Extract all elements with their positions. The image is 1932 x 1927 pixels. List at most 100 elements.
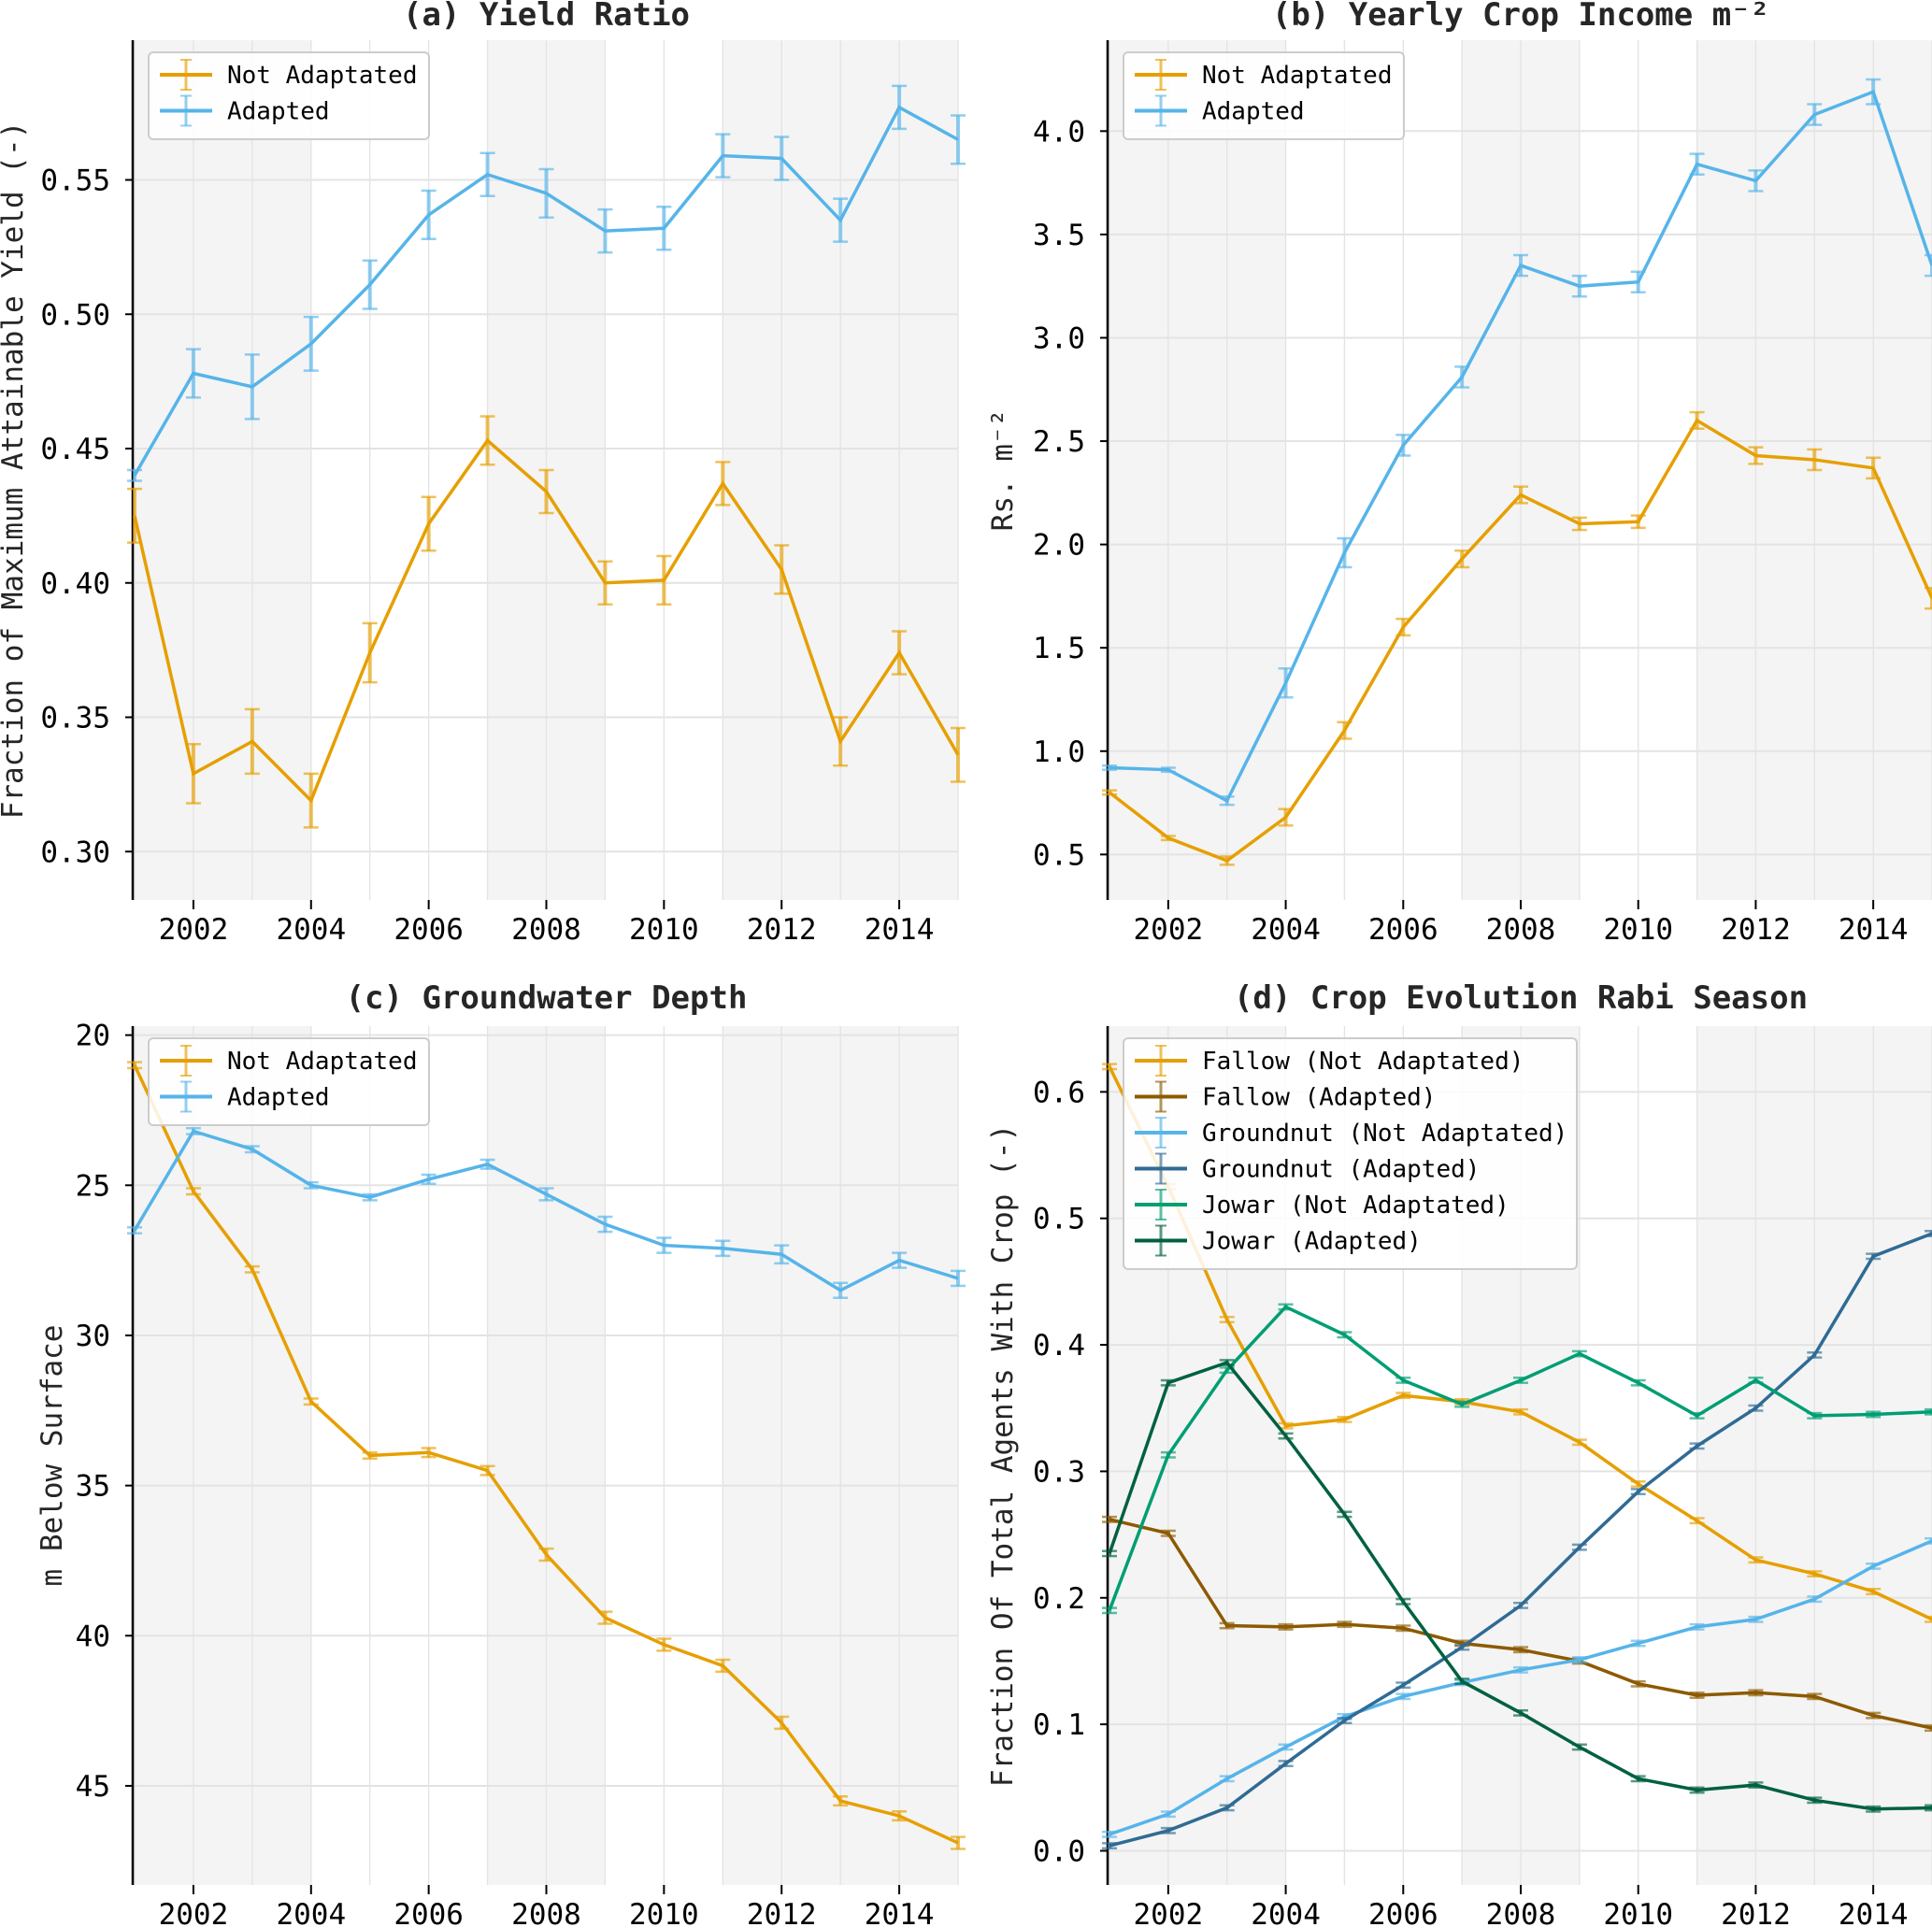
chart-title: (a) Yield Ratio — [403, 0, 690, 34]
series-adapted — [127, 1127, 966, 1300]
y-tick-label: 45 — [76, 1770, 110, 1804]
x-tick-label: 2010 — [629, 913, 699, 947]
legend-item: Not Adaptated — [1135, 59, 1393, 91]
y-tick-label: 4.0 — [1033, 115, 1085, 149]
series-groundnut-not-adaptated — [1102, 1536, 1932, 1838]
series-fallow-adapted — [1102, 1515, 1932, 1733]
x-tick-label: 2014 — [1839, 913, 1909, 947]
series-adapted — [127, 84, 966, 482]
legend-label: Groundnut (Not Adaptated) — [1202, 1120, 1567, 1148]
y-tick-label: 0.5 — [1033, 838, 1085, 872]
shaded-period — [135, 40, 311, 900]
series-adapted — [1102, 78, 1932, 806]
y-tick-label: 0.4 — [1033, 1329, 1085, 1363]
legend-label: Adapted — [1202, 98, 1305, 126]
x-tick-label: 2012 — [747, 913, 817, 947]
legend-item: Not Adaptated — [160, 59, 418, 91]
legend-item: Not Adaptated — [160, 1045, 418, 1077]
legend-label: Adapted — [227, 1084, 330, 1112]
legend-item: Groundnut (Adapted) — [1135, 1152, 1480, 1185]
legend-item: Fallow (Not Adaptated) — [1135, 1045, 1524, 1077]
legend-frame — [1123, 1037, 1578, 1270]
series-jowar-adapted — [1102, 1359, 1932, 1813]
chart-title: (c) Groundwater Depth — [346, 979, 748, 1017]
y-tick-label: 40 — [76, 1620, 110, 1653]
x-tick-label: 2014 — [865, 913, 935, 947]
series-not-adaptated — [1102, 410, 1932, 866]
panel-c: (c) Groundwater Depth m Below Surface 20 25… — [36, 979, 966, 1927]
y-tick-label: 25 — [76, 1169, 110, 1203]
legend-item: Jowar (Not Adaptated) — [1135, 1189, 1510, 1220]
legend-label: Not Adaptated — [227, 62, 418, 90]
y-tick-label: 0.55 — [40, 164, 110, 198]
x-tick-label: 2008 — [1486, 913, 1556, 947]
panel-a: (a) Yield Ratio Fraction of Maximum Attai… — [0, 0, 966, 947]
y-tick-label: 30 — [76, 1320, 110, 1353]
legend: Not Adaptated Adapted — [148, 51, 430, 140]
y-axis-label: Fraction Of Total Agents With Crop (-) — [986, 1124, 1020, 1787]
x-tick-label: 2008 — [511, 913, 581, 947]
y-tick-label: 0.3 — [1033, 1455, 1085, 1489]
y-tick-label: 2.5 — [1033, 425, 1085, 459]
x-tick-label: 2006 — [394, 913, 464, 947]
legend-item: Fallow (Adapted) — [1135, 1080, 1436, 1113]
x-tick-label: 2006 — [1368, 1898, 1438, 1927]
x-tick-label: 2012 — [747, 1898, 817, 1927]
x-tick-label: 2010 — [629, 1898, 699, 1927]
y-tick-label: 1.0 — [1033, 735, 1085, 769]
legend-frame — [148, 51, 430, 140]
panel-d: (d) Crop Evolution Rabi Season Fraction O… — [986, 979, 1932, 1927]
y-tick-label: 0.30 — [40, 835, 110, 869]
chart-title: (b) Yearly Crop Income m⁻² — [1272, 0, 1769, 34]
legend-item: Groundnut (Not Adaptated) — [1135, 1117, 1567, 1149]
y-axis-label: Fraction of Maximum Attainable Yield (-) — [0, 121, 30, 820]
y-tick-label: 1.5 — [1033, 632, 1085, 665]
x-tick-label: 2004 — [276, 1898, 346, 1927]
legend: Not Adaptated Adapted — [1123, 51, 1405, 140]
y-tick-label: 0.6 — [1033, 1076, 1085, 1109]
y-tick-label: 0.40 — [40, 567, 110, 601]
series-groundnut-adapted — [1102, 1230, 1932, 1849]
y-tick-label: 0.5 — [1033, 1203, 1085, 1236]
x-tick-label: 2010 — [1603, 1898, 1673, 1927]
y-tick-label: 0.2 — [1033, 1582, 1085, 1616]
y-tick-label: 35 — [76, 1470, 110, 1504]
x-tick-label: 2014 — [1839, 1898, 1909, 1927]
x-tick-label: 2002 — [159, 913, 229, 947]
series-jowar-not-adaptated — [1102, 1303, 1932, 1615]
x-tick-label: 2012 — [1721, 913, 1791, 947]
shaded-period — [1109, 40, 1286, 900]
legend: Not Adaptated Adapted — [148, 1037, 430, 1126]
legend-frame — [1123, 51, 1405, 140]
x-tick-label: 2012 — [1721, 1898, 1791, 1927]
x-tick-label: 2002 — [159, 1898, 229, 1927]
y-tick-label: 0.0 — [1033, 1834, 1085, 1868]
legend-frame — [148, 1037, 430, 1126]
legend-label: Jowar (Not Adaptated) — [1202, 1192, 1510, 1220]
legend-label: Jowar (Adapted) — [1202, 1228, 1422, 1256]
legend-label: Groundnut (Adapted) — [1202, 1156, 1480, 1184]
x-tick-label: 2002 — [1134, 1898, 1204, 1927]
legend-label: Fallow (Adapted) — [1202, 1084, 1436, 1112]
shaded-period — [135, 1026, 311, 1885]
legend-item: Adapted — [1135, 94, 1305, 127]
series-not-adaptated — [127, 1061, 966, 1850]
x-tick-label: 2006 — [394, 1898, 464, 1927]
legend-label: Not Adaptated — [227, 1048, 418, 1076]
y-tick-label: 3.5 — [1033, 219, 1085, 252]
y-tick-label: 20 — [76, 1020, 110, 1053]
y-axis-label: m Below Surface — [36, 1325, 69, 1587]
x-tick-label: 2010 — [1603, 913, 1673, 947]
x-tick-label: 2002 — [1134, 913, 1204, 947]
y-tick-label: 2.0 — [1033, 529, 1085, 563]
legend: Fallow (Not Adaptated) Fallow (Adapted) Gr… — [1123, 1037, 1578, 1270]
legend-item: Adapted — [160, 94, 330, 127]
x-tick-label: 2004 — [276, 913, 346, 947]
legend-label: Fallow (Not Adaptated) — [1202, 1048, 1524, 1076]
panel-b: (b) Yearly Crop Income m⁻² Rs. m⁻² 0.5 1.0 1… — [986, 0, 1932, 947]
y-tick-label: 0.35 — [40, 702, 110, 735]
y-tick-label: 0.1 — [1033, 1708, 1085, 1742]
y-tick-label: 0.50 — [40, 298, 110, 332]
legend-item: Adapted — [160, 1080, 330, 1113]
